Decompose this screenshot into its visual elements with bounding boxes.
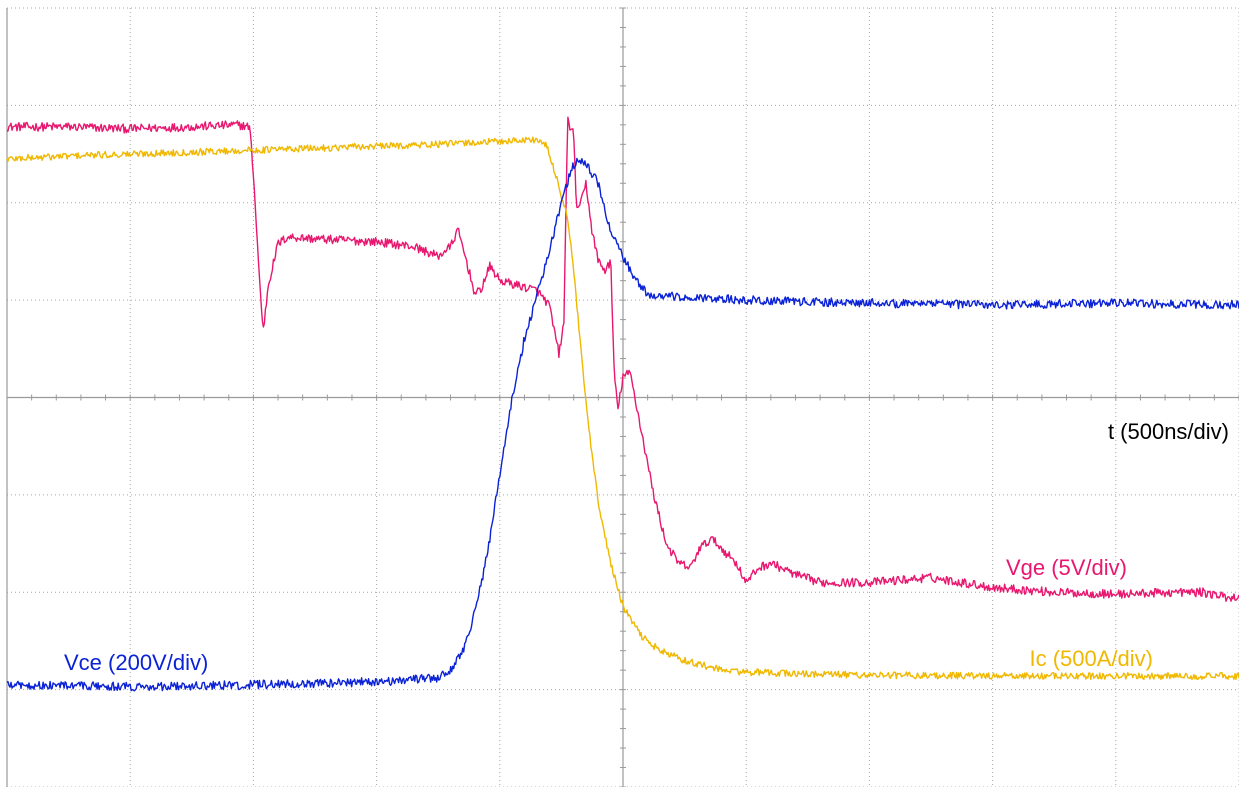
vge-label: Vge (5V/div) (1006, 555, 1127, 580)
center-axes (6, 7, 1239, 787)
x-axis-label: t (500ns/div) (1108, 419, 1229, 444)
ic-trace (6, 136, 1239, 681)
ic-label: Ic (500A/div) (1030, 646, 1154, 671)
vce-label: Vce (200V/div) (64, 650, 208, 675)
trace-labels: t (500ns/div) Vge (5V/div) Ic (500A/div)… (64, 419, 1229, 675)
vce-trace (6, 157, 1239, 692)
vge-trace (7, 116, 1239, 602)
traces (6, 116, 1239, 692)
